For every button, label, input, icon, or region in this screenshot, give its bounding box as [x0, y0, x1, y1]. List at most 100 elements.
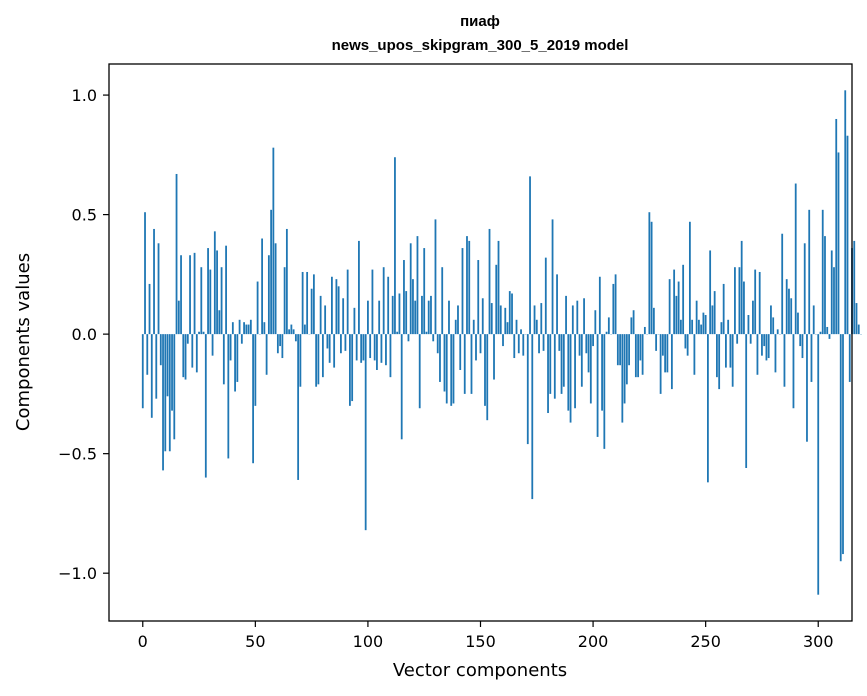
bar [495, 264, 498, 335]
bar [704, 315, 707, 335]
bar [299, 334, 302, 387]
bar [454, 319, 457, 335]
bar [288, 329, 291, 335]
bar [533, 305, 536, 335]
bar [315, 334, 318, 387]
y-tick-label: 1.0 [72, 86, 97, 105]
bar [846, 135, 849, 335]
bar [508, 291, 511, 335]
bar [407, 334, 410, 342]
bar [168, 334, 171, 452]
bar [220, 267, 223, 335]
bar [799, 334, 802, 347]
bar [391, 295, 394, 335]
bar [515, 319, 518, 335]
bar [493, 334, 495, 380]
bar [734, 267, 736, 335]
bar [445, 334, 448, 404]
bar [549, 334, 552, 394]
bar [502, 334, 504, 347]
bar [346, 269, 349, 335]
bar [806, 334, 808, 442]
bar [283, 267, 286, 335]
bar [736, 334, 739, 344]
bar [355, 334, 358, 361]
bar [267, 255, 270, 335]
bar [567, 334, 570, 411]
bar [452, 334, 455, 404]
bar [583, 298, 585, 335]
x-tick-label: 0 [138, 632, 148, 651]
bar [204, 334, 207, 478]
bar [470, 334, 473, 394]
bar [716, 334, 718, 378]
bar [486, 334, 489, 421]
bar [385, 334, 387, 366]
bar [290, 324, 293, 335]
bar [245, 324, 248, 335]
bar [281, 334, 284, 359]
bar [150, 334, 153, 418]
bar [551, 219, 554, 335]
bar [272, 147, 275, 335]
bar [603, 334, 606, 449]
bar [675, 295, 678, 335]
bar [312, 274, 315, 335]
bar [839, 334, 842, 562]
bar [830, 250, 833, 335]
bar [209, 269, 212, 335]
bar [634, 334, 637, 378]
bar [747, 315, 750, 335]
bar [504, 307, 507, 335]
bar [240, 334, 243, 344]
bar [331, 276, 333, 335]
bar [382, 267, 385, 335]
bar [616, 334, 619, 366]
bar [472, 319, 475, 335]
bar [256, 281, 259, 335]
bar [639, 334, 642, 361]
y-axis-label: Components values [13, 253, 34, 431]
bar [772, 317, 775, 335]
bar [367, 300, 369, 335]
bar [738, 267, 741, 335]
bar [328, 334, 331, 363]
bar [423, 248, 426, 335]
bar [812, 305, 815, 335]
bar [601, 334, 603, 411]
bar [403, 260, 405, 335]
bar [373, 334, 376, 361]
bar [400, 334, 403, 440]
bar [184, 334, 187, 380]
bar [225, 245, 227, 335]
bar [562, 334, 565, 387]
bar [344, 334, 347, 351]
bar [848, 334, 851, 382]
bar [285, 228, 288, 335]
bar [430, 295, 432, 335]
bar [767, 334, 770, 359]
bar [526, 334, 529, 445]
bar [801, 334, 804, 359]
bar [819, 331, 822, 335]
bar [164, 334, 167, 452]
bar [571, 305, 574, 335]
bar [236, 334, 239, 382]
bar [598, 276, 601, 335]
bar [556, 274, 558, 335]
bar [468, 240, 471, 335]
x-tick-label: 300 [803, 632, 834, 651]
bar [731, 334, 734, 387]
bar [837, 152, 840, 335]
bar [628, 334, 630, 366]
bar [650, 221, 653, 335]
bar [535, 319, 538, 335]
bar [484, 334, 486, 406]
bar [412, 279, 414, 335]
bar [770, 305, 772, 335]
bar [213, 231, 216, 335]
bar [592, 334, 594, 347]
bar [682, 264, 685, 335]
bar [380, 334, 383, 363]
bar [765, 334, 768, 361]
